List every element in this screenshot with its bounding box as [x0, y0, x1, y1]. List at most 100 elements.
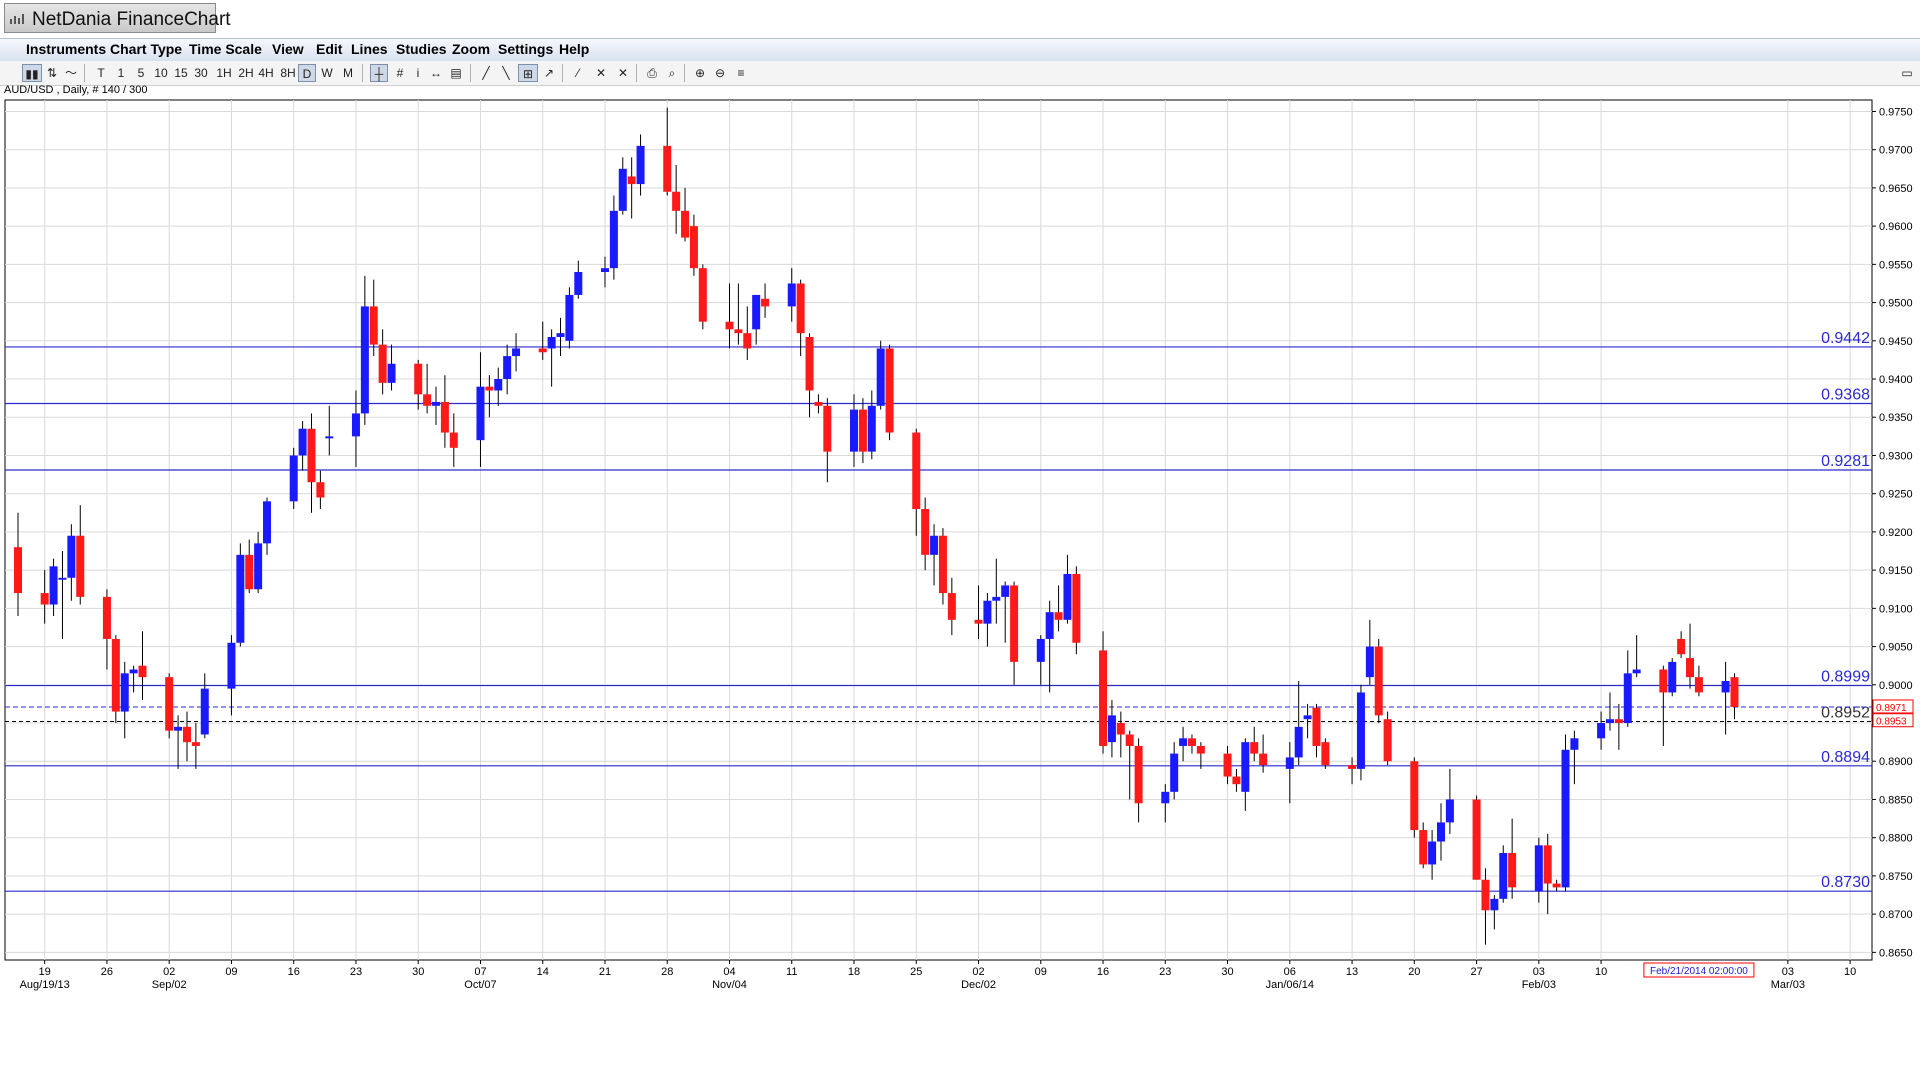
candle-up[interactable] [1597, 723, 1606, 739]
candle-up[interactable] [360, 306, 369, 414]
fibonacci-icon[interactable]: ⊞ [518, 64, 538, 82]
arrow-icon[interactable]: ↗ [543, 66, 555, 80]
candle-down[interactable] [1187, 738, 1196, 746]
crosshair-icon[interactable]: ┼ [370, 64, 388, 82]
candle-down[interactable] [76, 535, 85, 597]
candle-up[interactable] [1605, 719, 1614, 724]
candle-down[interactable] [1099, 650, 1108, 746]
candle-down[interactable] [485, 386, 494, 391]
grid-icon[interactable]: # [396, 66, 404, 80]
candle-down[interactable] [1481, 879, 1490, 911]
candle-up[interactable] [387, 363, 396, 383]
candle-up[interactable] [1356, 692, 1365, 769]
candle-down[interactable] [885, 348, 894, 433]
candle-down[interactable] [307, 428, 316, 483]
menu-chart-type[interactable]: Chart Type [110, 41, 183, 57]
candle-up[interactable] [494, 379, 503, 391]
timeframe-30[interactable]: 30 [194, 66, 208, 80]
candle-up[interactable] [1170, 753, 1179, 792]
candle-down[interactable] [1543, 845, 1552, 884]
candle-down[interactable] [974, 619, 983, 624]
candle-down[interactable] [689, 226, 698, 269]
timeframe-5[interactable]: 5 [137, 66, 145, 80]
candle-down[interactable] [1250, 742, 1259, 754]
candle-up[interactable] [289, 455, 298, 502]
candle-down[interactable] [1321, 742, 1330, 766]
candle-down[interactable] [1348, 765, 1357, 769]
candle-up[interactable] [1107, 715, 1116, 743]
candle-down[interactable] [1508, 852, 1517, 888]
candle-down[interactable] [823, 405, 832, 452]
scroll-icon[interactable]: ↔ [430, 66, 442, 80]
menu-view[interactable]: View [272, 41, 304, 57]
candle-up[interactable] [254, 543, 263, 590]
candle-up[interactable] [58, 577, 67, 580]
candle-down[interactable] [414, 363, 423, 395]
candle-up[interactable] [174, 726, 183, 731]
candle-down[interactable] [378, 344, 387, 383]
candle-up[interactable] [1668, 661, 1677, 693]
candle-up[interactable] [227, 642, 236, 689]
delete-all-icon[interactable]: ✕ [617, 66, 629, 80]
candle-up[interactable] [1499, 852, 1508, 899]
timeframe-t[interactable]: T [97, 66, 105, 80]
menu-zoom[interactable]: Zoom [452, 41, 491, 57]
candle-up[interactable] [574, 272, 583, 295]
candle-down[interactable] [1072, 573, 1081, 643]
candle-down[interactable] [182, 726, 191, 743]
candle-down[interactable] [672, 191, 681, 211]
candle-up[interactable] [1179, 738, 1188, 746]
candle-up[interactable] [876, 348, 885, 406]
candle-up[interactable] [1001, 585, 1010, 597]
candle-down[interactable] [1694, 677, 1703, 693]
trendline-icon[interactable]: ╱ [482, 66, 490, 80]
candle-down[interactable] [1196, 745, 1205, 754]
menu-edit[interactable]: Edit [316, 41, 343, 57]
candle-up[interactable] [1285, 757, 1294, 769]
timeframe-8h[interactable]: 8H [280, 66, 296, 80]
candle-up[interactable] [129, 669, 138, 674]
candle-down[interactable] [698, 268, 707, 322]
candle-down[interactable] [1383, 719, 1392, 762]
candle-up[interactable] [618, 168, 627, 211]
candle-down[interactable] [1614, 719, 1623, 724]
candle-down[interactable] [102, 596, 111, 639]
menu-time-scale[interactable]: Time Scale [189, 41, 262, 57]
candle-up[interactable] [351, 413, 360, 437]
zoom-out-icon[interactable]: ⊖ [714, 66, 726, 80]
timeframe-2h[interactable]: 2H [238, 66, 254, 80]
candle-up[interactable] [1570, 738, 1579, 750]
candle-up[interactable] [1428, 841, 1437, 865]
candle-up[interactable] [1632, 669, 1641, 674]
candle-up[interactable] [1445, 799, 1454, 823]
candle-up[interactable] [1365, 646, 1374, 678]
bar-type-icon[interactable]: ⇅ [46, 66, 58, 80]
candle-up[interactable] [503, 356, 512, 380]
candle-up[interactable] [752, 294, 761, 330]
candle-down[interactable] [761, 298, 770, 307]
candle-up[interactable] [200, 688, 209, 735]
print-icon[interactable]: ⎙ [647, 66, 657, 80]
timeframe-d[interactable]: D [298, 64, 316, 82]
timeframe-15[interactable]: 15 [174, 66, 188, 80]
candle-up[interactable] [565, 294, 574, 341]
menu-settings[interactable]: Settings [498, 41, 554, 57]
delete-icon[interactable]: ✕ [595, 66, 607, 80]
candle-down[interactable] [681, 210, 690, 238]
candle-down[interactable] [1410, 761, 1419, 831]
candle-down[interactable] [1677, 638, 1686, 655]
candle-down[interactable] [947, 593, 956, 620]
candle-up[interactable] [930, 535, 939, 555]
candle-down[interactable] [734, 329, 743, 334]
window-icon[interactable]: ▭ [1901, 66, 1913, 80]
candle-up[interactable] [1561, 749, 1570, 888]
candle-down[interactable] [1116, 723, 1125, 735]
candle-up[interactable] [787, 283, 796, 307]
candle-down[interactable] [1472, 799, 1481, 880]
candle-up[interactable] [1036, 638, 1045, 662]
candle-down[interactable] [814, 401, 823, 406]
timeframe-m[interactable]: M [343, 66, 353, 80]
candle-down[interactable] [111, 638, 120, 712]
candle-up[interactable] [236, 554, 245, 643]
candle-down[interactable] [627, 176, 636, 185]
